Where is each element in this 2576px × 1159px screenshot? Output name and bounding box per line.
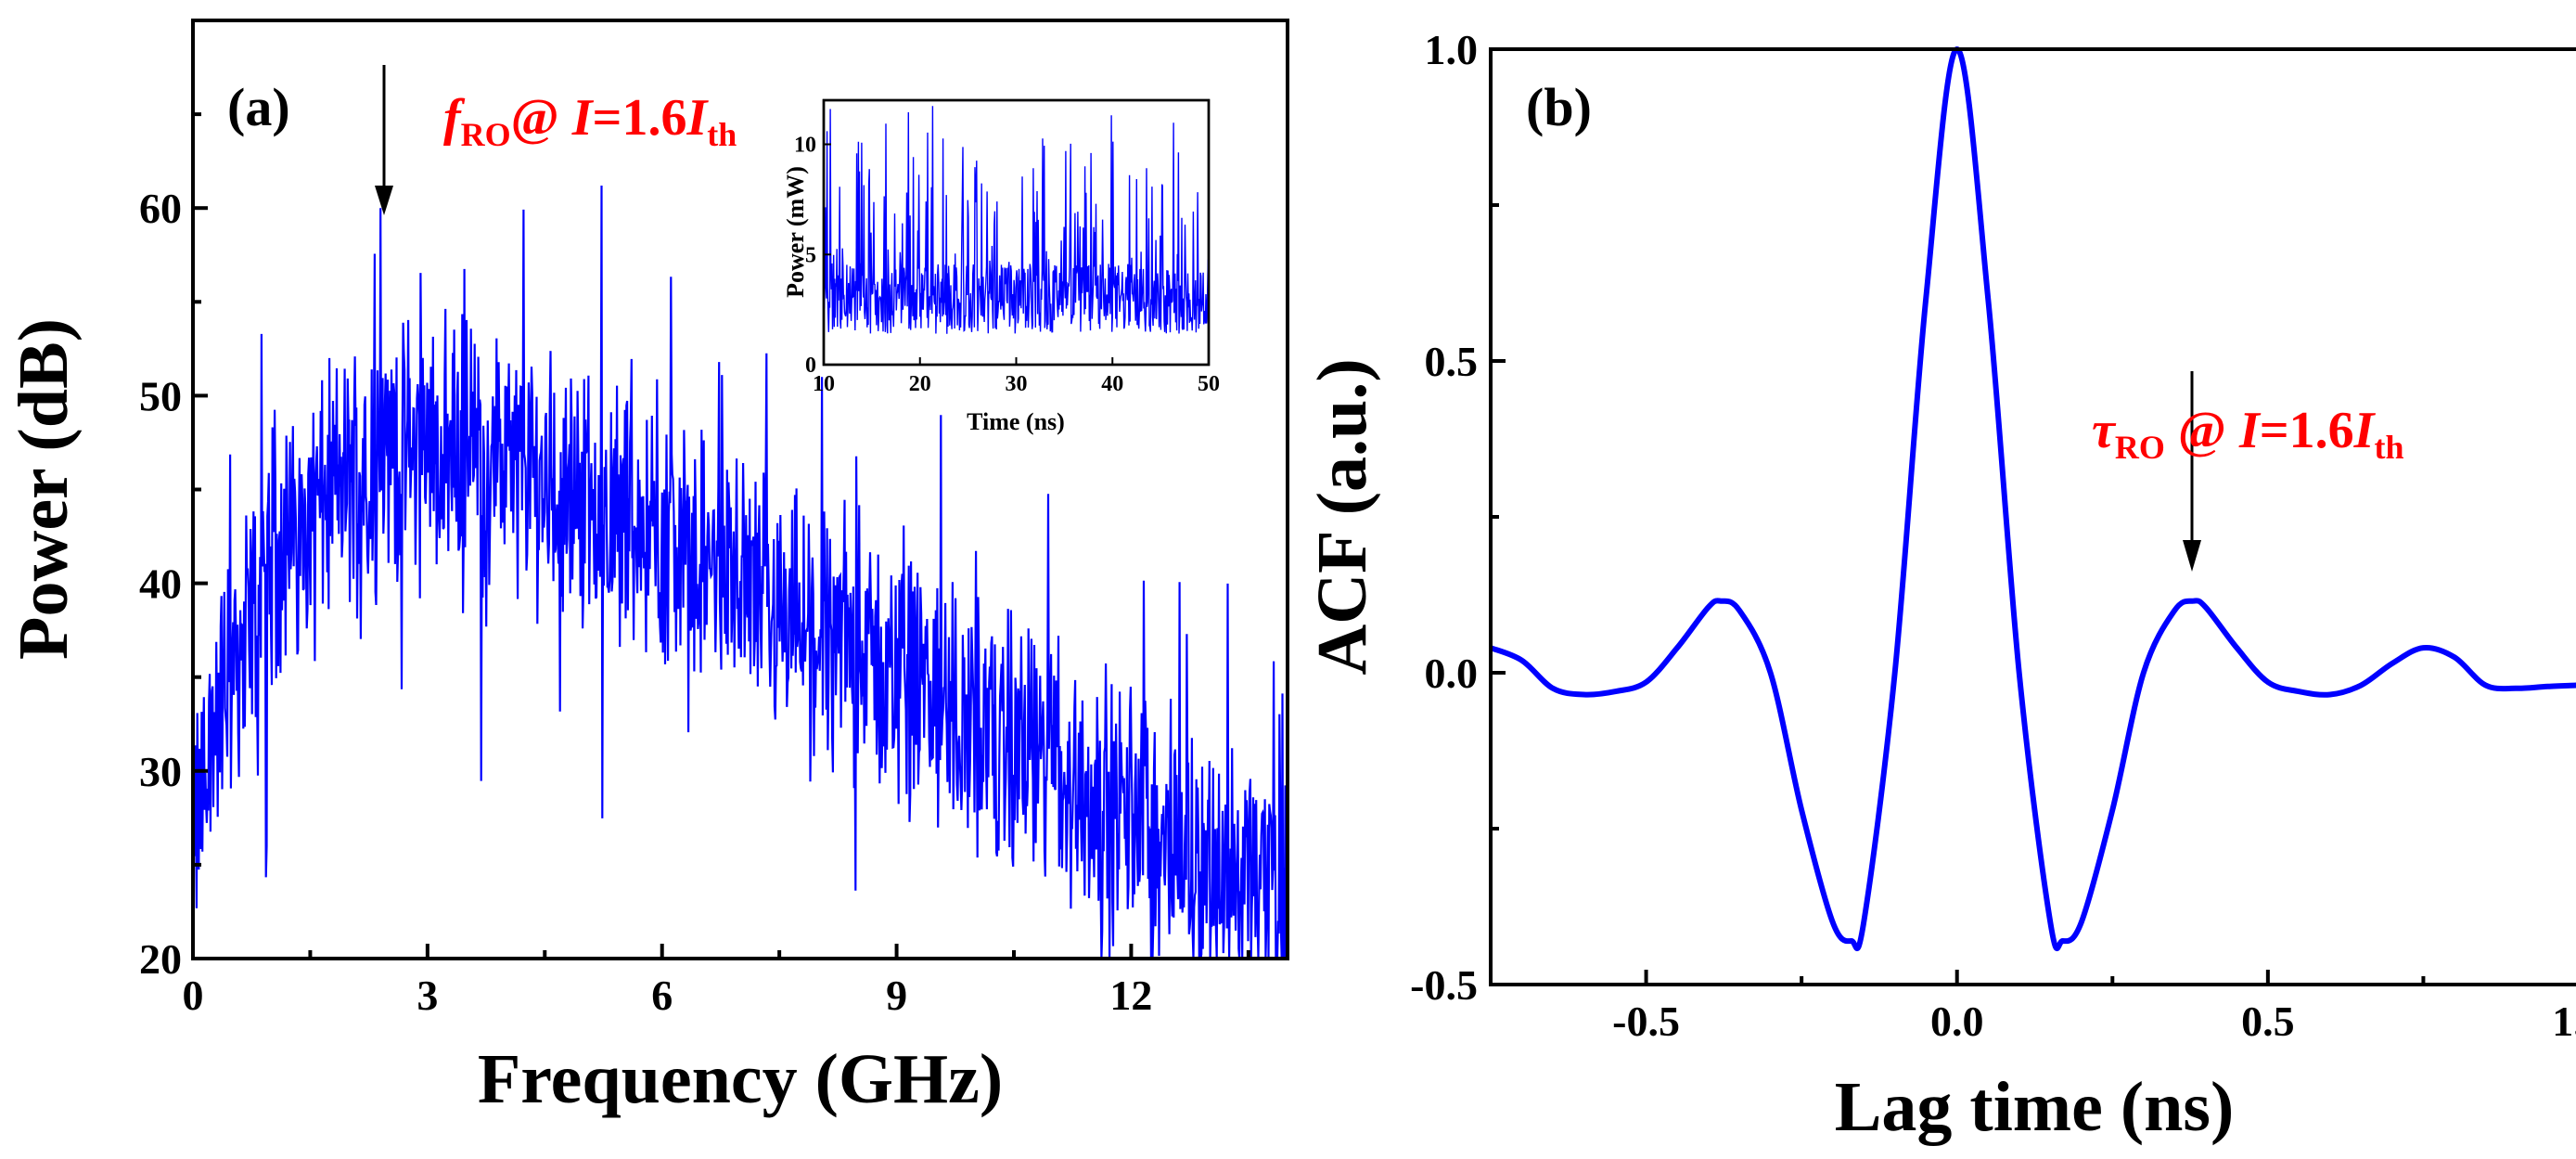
- inset-xtick-label: 10: [813, 372, 835, 396]
- inset-xtick-label: 30: [1006, 372, 1028, 396]
- panel-b-label: (b): [1526, 77, 1592, 137]
- panel-b-ytick-label: 0.0: [1425, 650, 1479, 697]
- panel-a-xtick-label: 0: [183, 972, 204, 1019]
- panel-b-xtick-label: 1.0: [2552, 998, 2576, 1045]
- panel-a-xtick-label: 3: [417, 972, 438, 1019]
- inset-ytick-label: 10: [794, 134, 816, 158]
- panel-b-ylabel: ACF (a.u.): [1303, 358, 1381, 675]
- panel-a-peak-arrow-head: [375, 186, 393, 215]
- panel-a-xtick-label: 12: [1109, 972, 1152, 1019]
- inset-xlabel: Time (ns): [967, 408, 1065, 435]
- inset-xtick-label: 20: [909, 372, 931, 396]
- panel-a-label: (a): [227, 77, 290, 137]
- panel-b-xlabel: Lag time (ns): [1835, 1068, 2235, 1146]
- panel-a-ylabel: Power (dB): [5, 318, 83, 660]
- panel-a-spectrum-line: [191, 185, 1289, 960]
- panel-b-ytick-label: 1.0: [1425, 26, 1479, 73]
- panel-a-xtick-label: 6: [651, 972, 673, 1019]
- panel-b-xtick-label: 0.5: [2241, 998, 2295, 1045]
- panel-a-xtick-label: 9: [886, 972, 907, 1019]
- panel-a-inset-chart: 10 20 30 40 50 0 5 10 Time (ns) Power (mW): [782, 98, 1220, 435]
- inset-xtick-label: 50: [1198, 372, 1220, 396]
- panel-b-plot-frame: [1489, 47, 2576, 986]
- inset-ylabel: Power (mW): [782, 166, 809, 298]
- panel-b-acf-chart: -0.5 0.0 0.5 1.0 -0.5 0.0 0.5 1.0 (b) τRO @ I=1…: [1303, 26, 2576, 1146]
- panel-b-xtick-label: 0.0: [1930, 998, 1984, 1045]
- panel-b-ytick-label: -0.5: [1410, 961, 1478, 1009]
- panel-a-ytick-label: 60: [139, 185, 182, 232]
- panel-a-ytick-label: 40: [139, 560, 182, 608]
- inset-xtick-label: 40: [1101, 372, 1123, 396]
- panel-b-arrow-head: [2183, 540, 2201, 572]
- panel-a-ytick-label: 30: [139, 748, 182, 795]
- inset-ytick-label: 5: [805, 243, 816, 267]
- panel-a-xlabel: Frequency (GHz): [478, 1040, 1003, 1118]
- panel-b-annotation: τRO @ I=1.6Ith: [2092, 402, 2403, 466]
- inset-time-series-line: [823, 106, 1210, 334]
- panel-b-xtick-label: -0.5: [1612, 998, 1680, 1045]
- panel-b-ytick-label: 0.5: [1425, 338, 1479, 385]
- panel-b-ticks: -0.5 0.0 0.5 1.0 -0.5 0.0 0.5 1.0: [1410, 26, 2576, 1045]
- panel-a-annotation: fRO@ I=1.6Ith: [443, 89, 737, 153]
- panel-a-ytick-label: 50: [139, 372, 182, 419]
- inset-ytick-label: 0: [805, 354, 816, 378]
- panel-a-ytick-label: 20: [139, 935, 182, 983]
- inset-ticks: 10 20 30 40 50 0 5 10: [794, 134, 1220, 397]
- panel-b-acf-line: [1489, 45, 2576, 951]
